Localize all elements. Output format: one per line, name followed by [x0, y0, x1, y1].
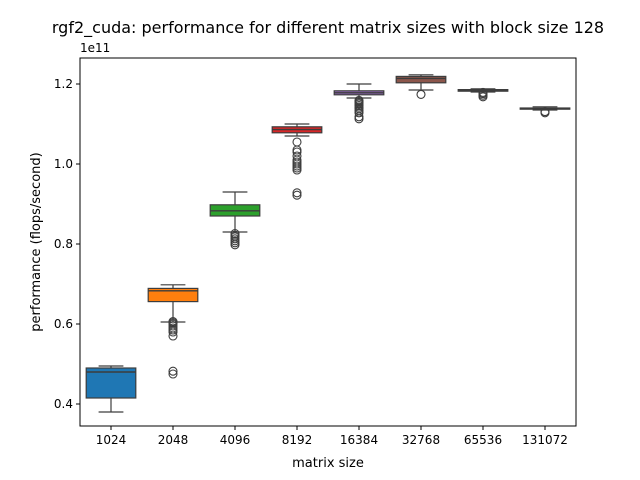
y-axis-label: performance (flops/second)	[29, 152, 44, 331]
plot-area: 0.4 0.6 0.8 1.0 1.2 1024 2048 4096 8192 16384 3276…	[54, 57, 577, 447]
outlier-point	[416, 89, 426, 99]
x-tick-label: 65536	[464, 433, 502, 447]
y-axis-offset-label: 1e11	[80, 41, 110, 55]
outlier-point	[168, 366, 178, 376]
y-tick-label: 1.2	[54, 77, 73, 91]
x-tick-label: 1024	[96, 433, 127, 447]
outlier-point	[478, 87, 488, 97]
x-tick-label: 4096	[220, 433, 251, 447]
x-tick-label: 2048	[158, 433, 189, 447]
x-axis-label: matrix size	[292, 456, 364, 471]
y-tick-label: 0.8	[54, 237, 73, 251]
y-tick-label: 0.4	[54, 397, 73, 411]
x-tick-label: 131072	[522, 433, 568, 447]
x-tick-label: 32768	[402, 433, 440, 447]
chart-title: rgf2_cuda: performance for different mat…	[52, 18, 604, 38]
outlier-point	[168, 369, 178, 379]
outlier-point	[230, 229, 240, 239]
outlier-point	[168, 317, 178, 327]
outlier-point	[292, 145, 302, 155]
y-tick-label: 0.6	[54, 317, 73, 331]
x-tick-label: 8192	[282, 433, 313, 447]
outlier-point	[292, 188, 302, 198]
y-tick-label: 1.0	[54, 157, 73, 171]
plot-frame	[79, 57, 577, 427]
outlier-point	[292, 190, 302, 200]
outlier-point	[540, 107, 550, 117]
box-1024	[85, 367, 137, 399]
box-2048	[147, 287, 199, 303]
box-32768	[395, 75, 447, 84]
outlier-point	[292, 137, 302, 147]
outlier-point	[292, 151, 302, 161]
outlier-point	[354, 95, 364, 105]
x-tick-label: 16384	[340, 433, 378, 447]
